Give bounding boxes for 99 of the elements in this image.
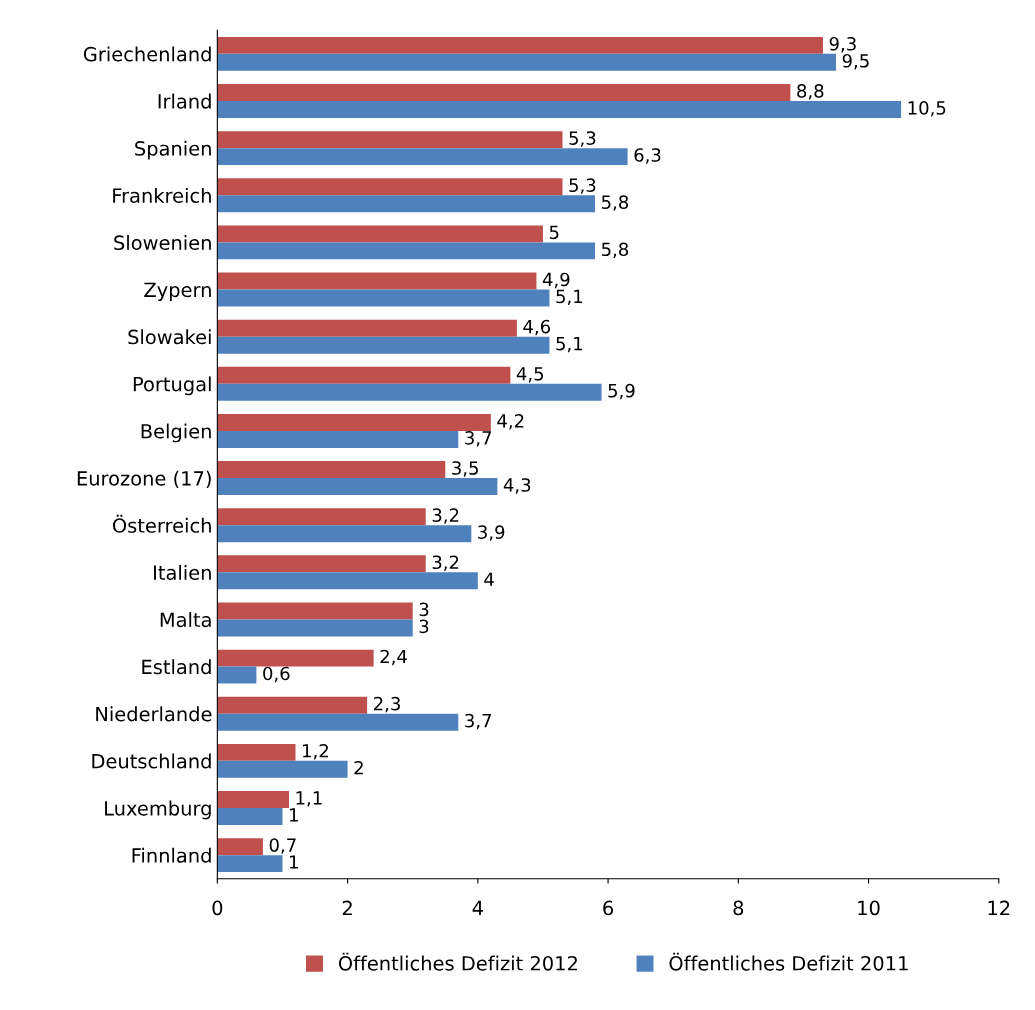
bar bbox=[217, 666, 257, 684]
y-tick-label: Irland bbox=[158, 93, 211, 109]
bar bbox=[217, 383, 602, 401]
data-label: 2 bbox=[354, 760, 363, 775]
data-label: 2,4 bbox=[380, 649, 407, 666]
bar bbox=[217, 242, 596, 260]
data-label: 5,8 bbox=[601, 242, 629, 258]
data-label: 10,5 bbox=[908, 101, 946, 117]
x-tick-label: 10 bbox=[858, 900, 880, 916]
y-tick-label: Finnland bbox=[132, 847, 211, 863]
bar bbox=[217, 696, 368, 714]
data-label: 3 bbox=[419, 602, 429, 617]
data-label: 4,3 bbox=[503, 478, 531, 494]
bar bbox=[217, 319, 517, 337]
y-tick-label: Slowakei bbox=[128, 329, 211, 345]
data-label: 1 bbox=[290, 855, 298, 869]
data-label: 8,8 bbox=[797, 84, 824, 100]
data-label: 1,1 bbox=[296, 791, 322, 807]
bar bbox=[217, 619, 413, 637]
data-label: 1 bbox=[290, 808, 298, 822]
bar bbox=[217, 572, 478, 590]
x-tick-label: 2 bbox=[342, 900, 352, 915]
data-label: 4,2 bbox=[497, 414, 524, 430]
data-label: 4,6 bbox=[523, 319, 551, 336]
data-label: 5 bbox=[549, 225, 559, 240]
bar bbox=[217, 195, 596, 213]
bar bbox=[217, 461, 446, 479]
bar bbox=[217, 336, 550, 354]
data-label: 3,9 bbox=[478, 525, 505, 541]
data-label: 4,5 bbox=[516, 367, 544, 383]
x-tick-label: 8 bbox=[733, 900, 744, 916]
y-tick-label: Zypern bbox=[144, 282, 211, 301]
data-label: 9,5 bbox=[842, 53, 869, 70]
data-label: 4 bbox=[484, 572, 494, 586]
y-tick-label: Österreich bbox=[112, 514, 211, 533]
y-tick-label: Eurozone (17) bbox=[77, 470, 211, 489]
y-tick-label: Spanien bbox=[135, 140, 211, 160]
data-label: 5,1 bbox=[556, 289, 583, 306]
legend-label: Öffentliches Defizit 2012 bbox=[338, 952, 577, 971]
y-tick-label: Luxemburg bbox=[105, 800, 211, 820]
bar bbox=[217, 713, 459, 731]
y-tick-label: Frankreich bbox=[113, 187, 211, 203]
bar bbox=[217, 148, 628, 166]
data-label: 3,5 bbox=[452, 461, 478, 477]
bar bbox=[217, 525, 472, 543]
data-label: 6,3 bbox=[634, 148, 661, 164]
bar bbox=[217, 555, 426, 573]
x-tick-label: 12 bbox=[988, 900, 1010, 915]
data-label: 5,9 bbox=[608, 383, 635, 400]
data-label: 3,7 bbox=[465, 431, 492, 447]
y-tick-label: Deutschland bbox=[92, 753, 211, 769]
x-tick-label: 4 bbox=[472, 900, 483, 915]
bar bbox=[217, 84, 791, 101]
bar bbox=[217, 743, 296, 761]
bar bbox=[217, 602, 413, 620]
bar bbox=[217, 178, 563, 196]
bar bbox=[217, 478, 498, 496]
y-tick-label: Slowenien bbox=[114, 235, 211, 251]
data-label: 3,7 bbox=[465, 713, 492, 730]
bar bbox=[217, 808, 283, 825]
bar bbox=[217, 366, 511, 384]
bar bbox=[217, 272, 537, 290]
bar bbox=[217, 760, 348, 778]
x-tick-label: 0 bbox=[212, 900, 223, 916]
bar bbox=[217, 289, 550, 307]
bar bbox=[217, 649, 374, 667]
bar bbox=[217, 855, 283, 873]
bar bbox=[217, 430, 459, 448]
bar bbox=[217, 508, 426, 526]
y-tick-label: Estland bbox=[142, 659, 211, 675]
data-label: 0,6 bbox=[263, 666, 290, 683]
data-label: 3,2 bbox=[432, 555, 459, 571]
y-tick-label: Belgien bbox=[141, 423, 211, 443]
bar bbox=[217, 36, 823, 54]
data-label: 3 bbox=[419, 619, 429, 634]
bar bbox=[217, 838, 263, 856]
data-label: 5,3 bbox=[569, 178, 596, 194]
data-label: 2,3 bbox=[374, 696, 400, 713]
x-tick-label: 6 bbox=[603, 900, 614, 916]
data-label: 0,7 bbox=[269, 838, 296, 854]
bar bbox=[217, 225, 543, 243]
data-label: 5,8 bbox=[601, 195, 629, 211]
y-tick-label: Niederlande bbox=[96, 706, 212, 722]
y-tick-label: Malta bbox=[160, 612, 211, 628]
bar bbox=[217, 131, 563, 149]
y-tick-label: Italien bbox=[154, 564, 211, 580]
legend-label: Öffentliches Defizit 2011 bbox=[669, 952, 908, 971]
bar bbox=[217, 101, 902, 118]
bar bbox=[217, 53, 836, 71]
data-label: 5,3 bbox=[569, 131, 596, 147]
data-label: 4,9 bbox=[542, 272, 570, 289]
data-label: 5,1 bbox=[556, 336, 583, 353]
data-label: 1,2 bbox=[303, 743, 328, 760]
data-label: 3,2 bbox=[432, 508, 459, 524]
y-tick-label: Portugal bbox=[133, 376, 211, 396]
bar bbox=[217, 791, 289, 808]
y-tick-label: Griechenland bbox=[83, 46, 211, 62]
bar bbox=[217, 413, 491, 431]
data-label: 9,3 bbox=[829, 36, 856, 53]
